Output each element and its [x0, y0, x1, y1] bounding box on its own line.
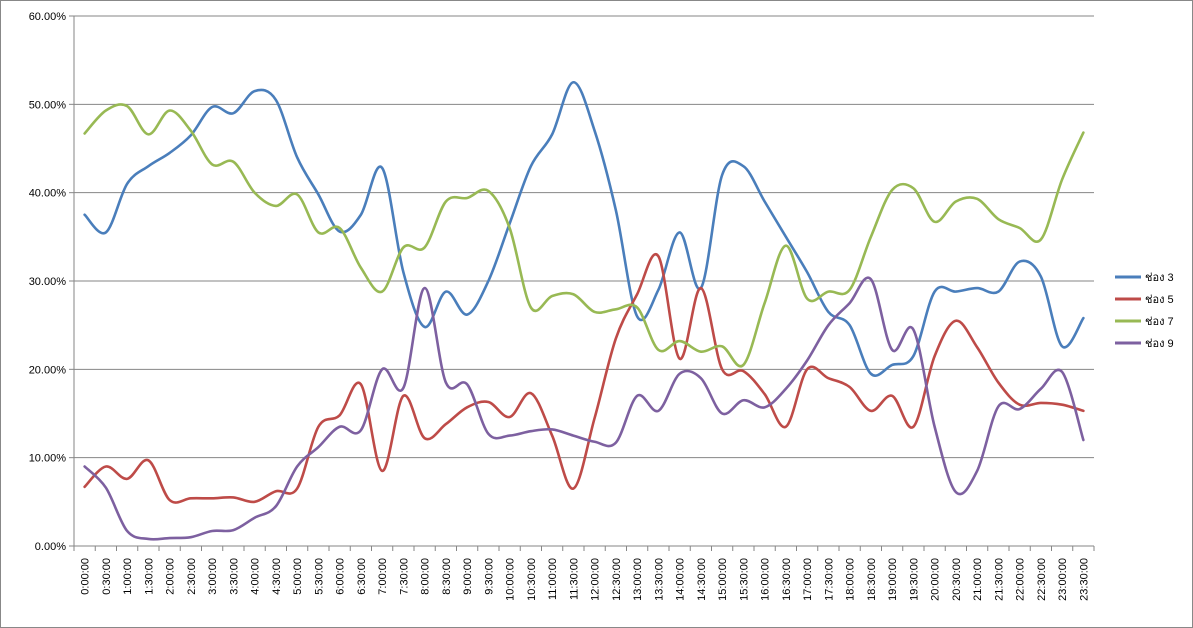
x-tick-label: 2:30:00: [186, 558, 198, 595]
x-tick-label: 19:00:00: [887, 558, 899, 601]
x-tick-label: 4:30:00: [271, 558, 283, 595]
series-line-4: [83, 276, 1085, 541]
x-tick-label: 21:30:00: [993, 558, 1005, 601]
x-tick-label: 18:00:00: [845, 558, 857, 601]
x-tick-label: 14:30:00: [696, 558, 708, 601]
x-tick-label: 6:30:00: [356, 558, 368, 595]
x-tick-label: 0:00:00: [80, 558, 92, 595]
y-tick-label: 30.00%: [29, 276, 67, 288]
x-tick-label: 8:30:00: [441, 558, 453, 595]
gridlines: [74, 15, 1094, 459]
x-tick-label: 6:00:00: [335, 558, 347, 595]
legend: ช่อง 3 ช่อง 5 ช่อง 7 ช่อง 9: [1115, 272, 1174, 350]
x-tick-label: 14:00:00: [675, 558, 687, 601]
series-lines: [83, 80, 1085, 541]
x-tick-label: 22:00:00: [1015, 558, 1027, 601]
x-tick-label: 11:30:00: [568, 558, 580, 600]
series-line-1: [83, 80, 1085, 377]
x-tick-labels: 0:00:00 0:30:00 1:00:00 1:30:00 2:00:00 2:30:…: [80, 558, 1091, 601]
x-tick-label: 13:00:00: [632, 558, 644, 601]
x-tick-label: 3:30:00: [228, 558, 240, 595]
series-line-3: [83, 103, 1085, 368]
legend-label: ช่อง 5: [1145, 294, 1174, 306]
x-tick-label: 20:00:00: [930, 558, 942, 601]
x-tick-label: 1:30:00: [143, 558, 155, 595]
legend-label: ช่อง 9: [1145, 338, 1174, 350]
x-tick-label: 1:00:00: [122, 558, 134, 595]
x-tick-label: 17:00:00: [802, 558, 814, 601]
series-line-2: [83, 252, 1085, 504]
legend-label: ช่อง 3: [1145, 272, 1174, 284]
x-tick-label: 11:00:00: [547, 558, 559, 600]
x-tick-label: 17:30:00: [823, 558, 835, 601]
x-tick-label: 20:30:00: [951, 558, 963, 601]
y-tick-label: 20.00%: [29, 364, 67, 376]
x-tick-label: 12:00:00: [590, 558, 602, 601]
x-tick-label: 9:00:00: [462, 558, 474, 595]
x-tick-label: 23:30:00: [1078, 558, 1090, 601]
x-tick-label: 16:00:00: [760, 558, 772, 601]
x-tick-label: 0:30:00: [101, 558, 113, 595]
x-tick-label: 12:30:00: [611, 558, 623, 601]
x-tick-label: 8:00:00: [420, 558, 432, 595]
x-tick-label: 10:30:00: [526, 558, 538, 601]
x-tick-label: 18:30:00: [866, 558, 878, 601]
x-tick-label: 5:30:00: [313, 558, 325, 595]
x-tick-label: 4:00:00: [250, 558, 262, 595]
x-tick-label: 15:00:00: [717, 558, 729, 601]
x-tick-label: 5:00:00: [292, 558, 304, 595]
x-tick-label: 2:00:00: [165, 558, 177, 595]
x-tick-label: 7:00:00: [377, 558, 389, 595]
x-tick-label: 9:30:00: [483, 558, 495, 595]
x-tick-label: 7:30:00: [398, 558, 410, 595]
x-tick-label: 16:30:00: [781, 558, 793, 601]
y-tick-label: 0.00%: [35, 541, 66, 553]
x-tick-label: 23:00:00: [1057, 558, 1069, 601]
y-tick-label: 10.00%: [29, 453, 67, 465]
x-tick-label: 13:30:00: [653, 558, 665, 601]
axes: [69, 15, 1095, 551]
y-tick-label: 60.00%: [29, 11, 67, 23]
x-tick-label: 21:00:00: [972, 558, 984, 601]
legend-label: ช่อง 7: [1145, 316, 1174, 328]
x-tick-label: 22:30:00: [1036, 558, 1048, 601]
x-tick-label: 19:30:00: [908, 558, 920, 601]
y-tick-label: 50.00%: [29, 99, 67, 111]
x-tick-label: 3:00:00: [207, 558, 219, 595]
x-tick-label: 15:30:00: [738, 558, 750, 601]
y-tick-labels: 0.00% 10.00% 20.00% 30.00% 40.00% 50.00% 60.00…: [29, 11, 67, 553]
x-tick-label: 10:00:00: [505, 558, 517, 601]
y-tick-label: 40.00%: [29, 188, 67, 200]
